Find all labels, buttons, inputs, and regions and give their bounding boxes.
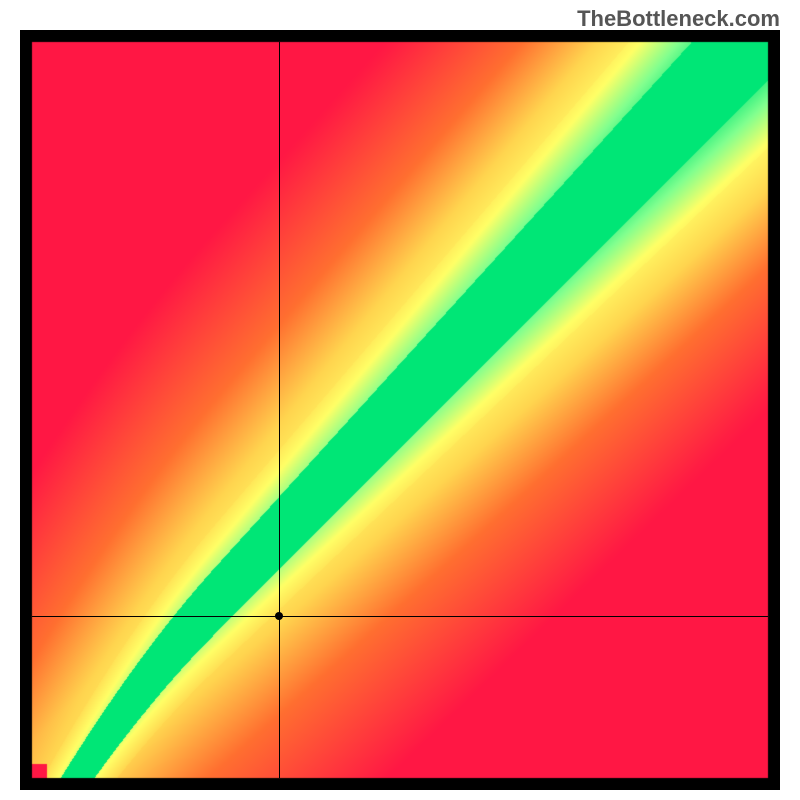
- heatmap-canvas: [20, 30, 780, 790]
- chart-container: TheBottleneck.com: [0, 0, 800, 800]
- crosshair-vertical: [279, 42, 280, 778]
- crosshair-point: [275, 612, 283, 620]
- plot-area: [20, 30, 780, 790]
- watermark-text: TheBottleneck.com: [577, 6, 780, 32]
- crosshair-horizontal: [32, 616, 768, 617]
